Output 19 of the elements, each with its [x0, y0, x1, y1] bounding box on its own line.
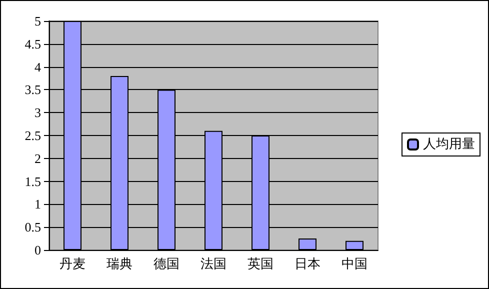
- y-tick-label: 1.5: [24, 174, 41, 189]
- y-tick-label: 4.5: [24, 36, 41, 52]
- x-tick-label: 英国: [248, 257, 274, 272]
- y-tick-label: 5: [34, 14, 41, 28]
- x-tick-label: 德国: [154, 257, 180, 272]
- legend-label: 人均用量: [423, 137, 475, 152]
- x-tick-label: 瑞典: [106, 257, 132, 272]
- y-tick-label: 0: [34, 242, 41, 258]
- y-tick-label: 4: [34, 59, 42, 74]
- y-tick-label: 3: [34, 105, 41, 120]
- x-tick-label: 中国: [342, 257, 368, 272]
- x-tick-label: 日本: [294, 257, 320, 272]
- x-tick-label: 丹麦: [60, 257, 86, 272]
- y-tick-label: 2: [34, 150, 41, 166]
- y-tick-label: 2.5: [24, 128, 41, 143]
- y-tick-label: 3.5: [24, 82, 41, 98]
- y-tick-label: 1: [34, 196, 41, 212]
- y-tick-label: 0.5: [24, 220, 41, 235]
- x-tick-label: 法国: [200, 257, 226, 272]
